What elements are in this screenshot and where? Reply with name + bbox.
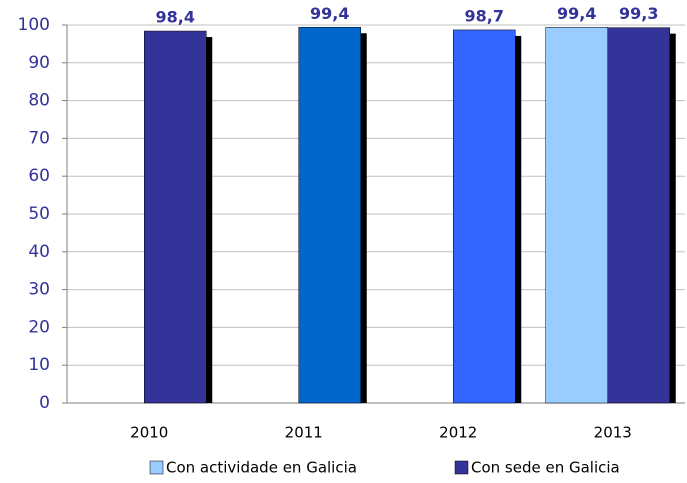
x-tick-label: 2013 xyxy=(594,424,632,442)
x-tick-label: 2011 xyxy=(285,424,323,442)
y-tick-label: 0 xyxy=(39,393,50,413)
bar xyxy=(545,27,608,404)
legend-label: Con actividade en Galicia xyxy=(166,459,357,477)
value-label: 99,4 xyxy=(310,4,349,23)
y-tick-label: 10 xyxy=(28,355,50,375)
y-tick-label: 30 xyxy=(28,280,50,300)
x-tick-label: 2012 xyxy=(439,424,477,442)
y-tick-label: 80 xyxy=(28,91,50,111)
value-label: 99,4 xyxy=(557,4,596,23)
x-tick-label: 2010 xyxy=(130,424,168,442)
value-label: 99,3 xyxy=(619,4,658,23)
y-tick-label: 60 xyxy=(28,166,50,186)
y-tick-label: 90 xyxy=(28,53,50,73)
y-tick-label: 70 xyxy=(28,128,50,148)
y-tick-label: 50 xyxy=(28,204,50,224)
y-tick-label: 100 xyxy=(18,15,50,35)
bar xyxy=(298,27,361,404)
legend-label: Con sede en Galicia xyxy=(471,459,620,477)
bar xyxy=(453,29,516,404)
y-tick-label: 40 xyxy=(28,242,50,262)
legend-swatch xyxy=(149,460,164,475)
bar xyxy=(607,27,670,404)
value-label: 98,7 xyxy=(465,6,504,25)
y-tick-label: 20 xyxy=(28,317,50,337)
bar xyxy=(144,30,207,404)
value-label: 98,4 xyxy=(156,8,195,27)
legend-swatch xyxy=(454,460,469,475)
